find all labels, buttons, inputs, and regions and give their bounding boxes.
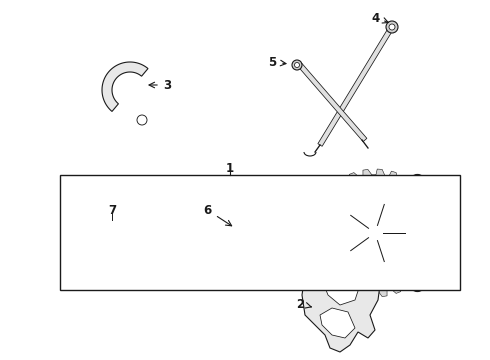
- Circle shape: [340, 198, 410, 268]
- Circle shape: [365, 223, 385, 243]
- Polygon shape: [409, 184, 420, 199]
- Circle shape: [365, 270, 375, 280]
- Polygon shape: [249, 238, 282, 267]
- Polygon shape: [237, 242, 257, 276]
- Polygon shape: [245, 188, 265, 225]
- Text: 3: 3: [163, 78, 171, 91]
- Circle shape: [135, 243, 138, 246]
- Polygon shape: [102, 62, 148, 112]
- Circle shape: [136, 221, 160, 245]
- Polygon shape: [409, 267, 424, 278]
- Polygon shape: [320, 308, 355, 338]
- Circle shape: [305, 229, 313, 237]
- Circle shape: [122, 243, 124, 246]
- Circle shape: [414, 179, 421, 186]
- Polygon shape: [424, 245, 437, 256]
- Text: 7: 7: [108, 203, 116, 216]
- Polygon shape: [298, 63, 367, 141]
- Polygon shape: [315, 245, 326, 259]
- Circle shape: [142, 227, 154, 239]
- Polygon shape: [302, 242, 380, 352]
- Polygon shape: [341, 275, 351, 290]
- Circle shape: [414, 280, 421, 288]
- Polygon shape: [318, 29, 392, 146]
- Circle shape: [135, 220, 161, 246]
- Polygon shape: [428, 233, 439, 245]
- Text: 6: 6: [203, 203, 211, 216]
- Polygon shape: [349, 172, 363, 184]
- Circle shape: [370, 228, 380, 238]
- Circle shape: [145, 230, 151, 236]
- Circle shape: [294, 63, 299, 68]
- Circle shape: [158, 243, 161, 246]
- Polygon shape: [251, 201, 281, 230]
- Polygon shape: [335, 242, 350, 254]
- Polygon shape: [219, 195, 244, 225]
- Circle shape: [410, 175, 425, 190]
- Polygon shape: [254, 229, 290, 247]
- Polygon shape: [363, 285, 375, 297]
- Polygon shape: [417, 195, 429, 210]
- Text: 2: 2: [296, 298, 304, 311]
- Circle shape: [122, 220, 124, 223]
- Polygon shape: [398, 176, 409, 191]
- Circle shape: [99, 220, 125, 246]
- Circle shape: [241, 229, 249, 238]
- Polygon shape: [337, 179, 351, 191]
- Text: 4: 4: [372, 12, 380, 24]
- Circle shape: [386, 21, 398, 33]
- Circle shape: [99, 243, 102, 246]
- Polygon shape: [387, 171, 398, 184]
- Polygon shape: [322, 260, 360, 305]
- Circle shape: [235, 223, 255, 243]
- Circle shape: [410, 275, 425, 292]
- Circle shape: [142, 227, 154, 239]
- Circle shape: [126, 211, 170, 255]
- Polygon shape: [363, 170, 375, 180]
- Circle shape: [131, 216, 165, 250]
- Circle shape: [340, 250, 350, 260]
- Circle shape: [90, 211, 134, 255]
- Polygon shape: [351, 282, 363, 295]
- Circle shape: [106, 227, 118, 239]
- Polygon shape: [313, 210, 326, 221]
- Polygon shape: [428, 221, 439, 233]
- Circle shape: [135, 220, 138, 223]
- Polygon shape: [311, 221, 322, 233]
- Polygon shape: [330, 267, 342, 282]
- Polygon shape: [398, 275, 413, 287]
- Polygon shape: [375, 285, 387, 297]
- Polygon shape: [402, 176, 441, 289]
- Polygon shape: [215, 239, 242, 274]
- Text: 5: 5: [268, 55, 276, 68]
- Polygon shape: [424, 207, 436, 221]
- Circle shape: [95, 216, 129, 250]
- Polygon shape: [326, 188, 342, 199]
- Polygon shape: [318, 199, 333, 210]
- Polygon shape: [204, 232, 237, 252]
- Circle shape: [99, 220, 102, 223]
- Circle shape: [389, 24, 395, 30]
- Polygon shape: [321, 256, 333, 271]
- Text: 1: 1: [226, 162, 234, 175]
- Polygon shape: [201, 207, 238, 231]
- Polygon shape: [312, 233, 322, 245]
- Circle shape: [301, 225, 317, 241]
- Polygon shape: [417, 256, 432, 267]
- Circle shape: [137, 115, 147, 125]
- Polygon shape: [375, 169, 387, 180]
- Circle shape: [317, 175, 433, 291]
- Polygon shape: [387, 282, 401, 293]
- Circle shape: [158, 220, 161, 223]
- Bar: [60, 175, 460, 290]
- Circle shape: [292, 60, 302, 70]
